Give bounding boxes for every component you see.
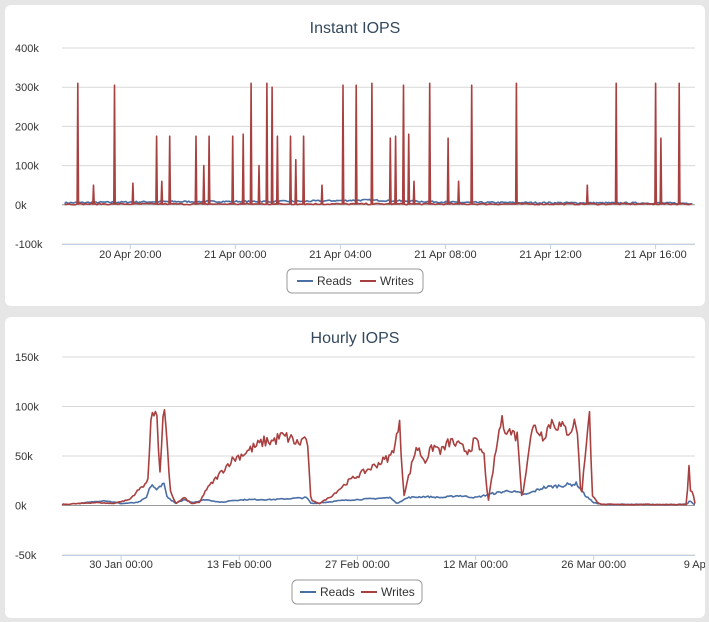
y-tick-label: 50k [15,451,33,463]
x-tick-label: 21 Apr 04:00 [309,249,371,261]
x-tick-label: 21 Apr 00:00 [204,249,266,261]
x-tick-label: 20 Apr 20:00 [99,249,161,261]
chart-title: Instant IOPS [310,20,401,37]
plot-area [61,409,696,506]
series-line-reads[interactable] [78,481,696,506]
x-tick-label: 9 Apr 00:00 [684,559,705,571]
instant-iops-chart: Instant IOPS 400k 300k 200k 100k 0k -100k 20 … [15,20,695,294]
x-tick-label: 21 Apr 08:00 [414,249,476,261]
legend-reads-label[interactable]: Reads [320,585,355,599]
legend-writes-label[interactable]: Writes [381,585,415,599]
legend-box [291,579,423,605]
y-tick-label: 200k [15,121,39,133]
x-tick-label: 26 Mar 00:00 [561,559,626,571]
chart-title: Hourly IOPS [311,330,400,347]
x-tick-label: 13 Feb 00:00 [207,559,272,571]
x-tick-label: 30 Jan 00:00 [89,559,153,571]
y-tick-label: 150k [15,352,39,364]
plot-area [64,82,693,206]
y-tick-label: 300k [15,82,39,94]
y-tick-label: 400k [15,43,39,55]
y-tick-label: 100k [15,161,39,173]
legend-box [286,268,424,294]
x-tick-label: 12 Mar 00:00 [443,559,508,571]
x-tick-label: 21 Apr 16:00 [624,249,686,261]
y-tick-label: -50k [15,550,37,562]
x-tick-label: 27 Feb 00:00 [325,559,390,571]
y-axis: 150k 100k 50k 0k -50k [15,352,39,562]
y-tick-label: 0k [15,200,27,212]
y-tick-label: 0k [15,501,27,513]
legend-writes-label[interactable]: Writes [380,274,414,288]
y-tick-label: 100k [15,402,39,414]
legend[interactable]: Reads Writes [286,268,424,294]
grid [62,356,695,556]
hourly-iops-panel: Hourly IOPS 150k 100k 50k 0k -50k 30 Jan 00:… [5,317,705,618]
x-axis: 30 Jan 00:00 13 Feb 00:00 27 Feb 00:00 12 M… [62,555,705,571]
x-axis: 20 Apr 20:00 21 Apr 00:00 21 Apr 04:00 21 A… [62,244,695,261]
hourly-iops-chart: Hourly IOPS 150k 100k 50k 0k -50k 30 Jan 00:… [15,330,705,605]
instant-iops-panel: Instant IOPS 400k 300k 200k 100k 0k -100k 20 … [5,5,705,306]
legend[interactable]: Reads Writes [291,579,423,605]
series-line-writes[interactable] [61,409,696,506]
y-tick-label: -100k [15,239,43,251]
series-line-writes[interactable] [64,82,692,206]
x-tick-label: 21 Apr 12:00 [519,249,581,261]
y-axis: 400k 300k 200k 100k 0k -100k [15,43,43,251]
legend-reads-label[interactable]: Reads [317,274,352,288]
